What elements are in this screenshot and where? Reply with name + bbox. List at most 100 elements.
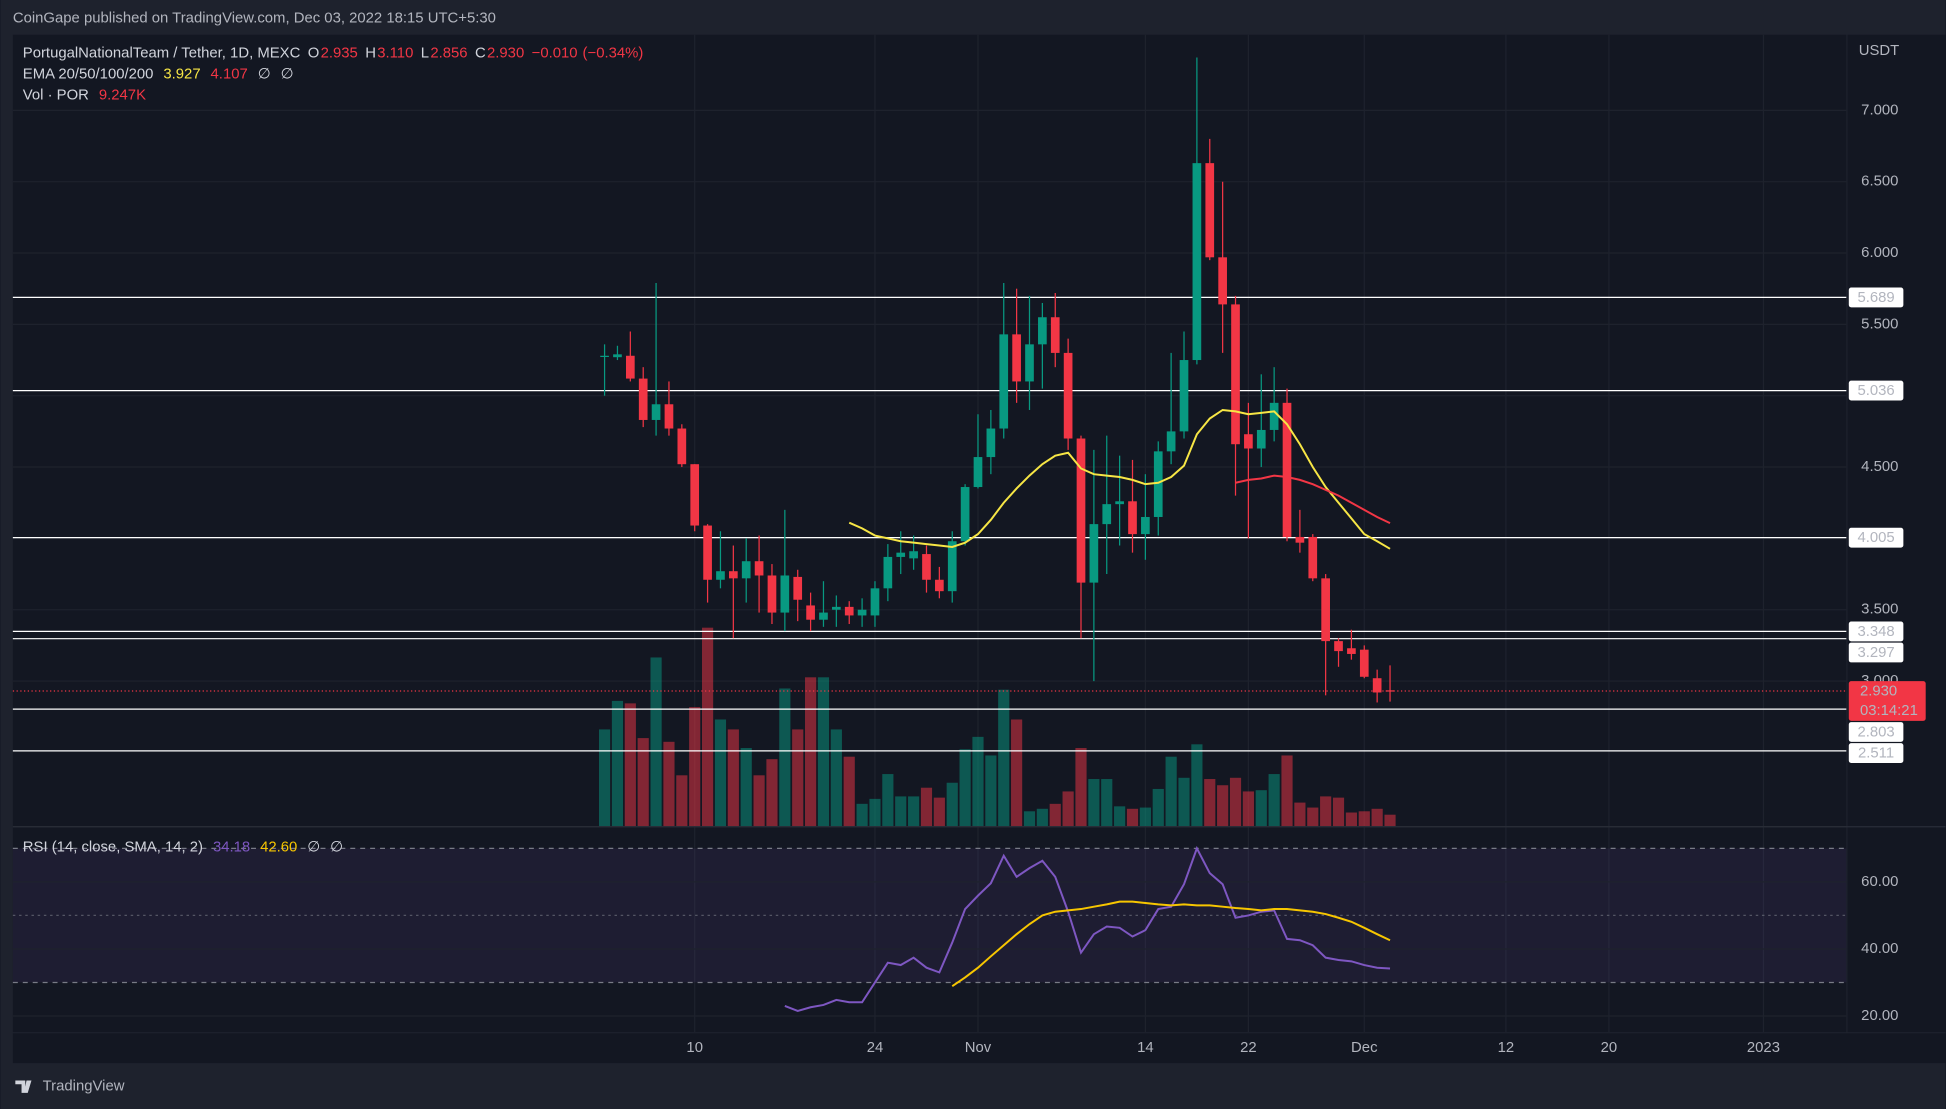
candle-body (922, 554, 931, 580)
rsi-pane (12, 827, 1847, 1033)
legend: RSI (14, close, SMA, 14, 2) 34.18 42.60 ∅ ∅ (23, 839, 343, 855)
candle-body (832, 606, 841, 610)
x-tick-label: 2023 (1747, 1040, 1780, 1056)
candle-body (1321, 578, 1330, 642)
legend-item: 34.18 (213, 839, 250, 855)
candle-body (728, 571, 738, 579)
legend-item: −0.010 (532, 45, 578, 61)
volume-bar (1204, 779, 1216, 827)
published-note: CoinGape published on TradingView.com, D… (13, 11, 496, 27)
volume-bar (1384, 814, 1396, 827)
candle-body (1166, 431, 1176, 452)
candle-body (935, 579, 944, 592)
volume-bar (1165, 756, 1177, 827)
candle-body (1334, 641, 1343, 652)
legend-item: EMA 20/50/100/200 (23, 66, 154, 82)
legend-item: ∅ (281, 66, 294, 82)
legend-item: 2.930 (487, 45, 524, 61)
candle-body (690, 464, 700, 526)
volume-bar (1358, 811, 1370, 827)
candle-body (793, 576, 803, 600)
candle-body (870, 588, 880, 616)
candle-body (1128, 501, 1137, 535)
level-label: 2.511 (1858, 746, 1894, 762)
candle-body (973, 457, 983, 488)
volume-bar (1332, 797, 1345, 827)
last-price-box (1848, 681, 1926, 721)
volume-bar (946, 782, 958, 827)
level-label-box (1848, 621, 1904, 642)
level-label-box (1848, 287, 1904, 308)
volume-bar (650, 657, 662, 827)
legend-item: 3.110 (377, 45, 413, 61)
candle-body (767, 575, 777, 613)
x-tick-label: Dec (1351, 1040, 1378, 1056)
legend: PortugalNationalTeam / Tether, 1D, MEXC O… (23, 45, 644, 61)
volume-bar (920, 787, 933, 827)
volume-bar (663, 741, 675, 827)
volume-bar (1307, 807, 1319, 827)
rsi-tick-label: 20.00 (1861, 1008, 1898, 1024)
candle-body (625, 355, 635, 379)
volume-bar (624, 703, 636, 827)
level-label-box (1848, 642, 1904, 663)
y-tick-label: 5.500 (1861, 316, 1898, 332)
volume-bar (1126, 808, 1139, 827)
candle-body (780, 575, 790, 613)
volume-bar (1139, 807, 1151, 827)
volume-bar (637, 738, 649, 827)
volume-bar (1345, 812, 1357, 827)
candle-body (754, 561, 764, 576)
volume-bar (1062, 791, 1074, 827)
candle-body (1205, 163, 1215, 258)
countdown-label: 03:14:21 (1860, 703, 1918, 719)
volume-bar (830, 729, 842, 827)
volume-bar (1114, 806, 1126, 827)
level-label: 5.689 (1857, 290, 1894, 306)
volume-bar (869, 798, 881, 827)
candle-body (819, 612, 828, 620)
candle-body (999, 334, 1009, 429)
y-tick-label: 7.000 (1861, 102, 1898, 118)
volume-bar (959, 749, 971, 827)
volume-bar (1036, 808, 1048, 827)
volume-bar (895, 796, 907, 827)
candle-body (960, 487, 970, 542)
candle-body (716, 571, 725, 580)
volume-bar (972, 736, 984, 827)
candle-body (1192, 163, 1202, 361)
legend-item: (−0.34%) (583, 45, 644, 61)
level-label-box (1848, 722, 1904, 742)
candle-body (677, 428, 687, 465)
candle-body (1102, 504, 1112, 525)
legend-item: Vol · POR (23, 87, 89, 103)
candle-body (1359, 649, 1369, 677)
rsi-tick-label: 40.00 (1861, 941, 1898, 957)
volume-bar (882, 774, 894, 827)
volume-bar (611, 700, 624, 827)
volume-bar (1101, 779, 1113, 827)
volume-bar (856, 803, 868, 827)
candle-body (1089, 524, 1099, 583)
volume-bar (676, 775, 688, 827)
candle-body (1308, 536, 1318, 579)
legend-item: ∅ (307, 839, 320, 855)
volume-bar (985, 755, 997, 827)
legend: EMA 20/50/100/200 3.927 4.107 ∅ ∅ (23, 66, 294, 82)
volume-bar (1178, 777, 1190, 827)
time-axis (12, 1033, 1946, 1064)
volume-bar (1023, 811, 1036, 827)
ema-line (848, 408, 1391, 550)
candle-body (638, 378, 648, 420)
x-tick-label: Nov (965, 1040, 992, 1056)
legend-item: ∅ (258, 66, 271, 82)
volume-bar (1011, 719, 1023, 827)
brand-logo (15, 1080, 32, 1093)
candle-body (1038, 317, 1047, 345)
x-tick-label: 24 (867, 1040, 884, 1056)
level-label-box (1848, 527, 1904, 548)
candle-body (883, 556, 893, 589)
rsi-line (784, 845, 1391, 1013)
legend-item: 4.107 (211, 66, 248, 82)
candle-body (1372, 678, 1382, 693)
